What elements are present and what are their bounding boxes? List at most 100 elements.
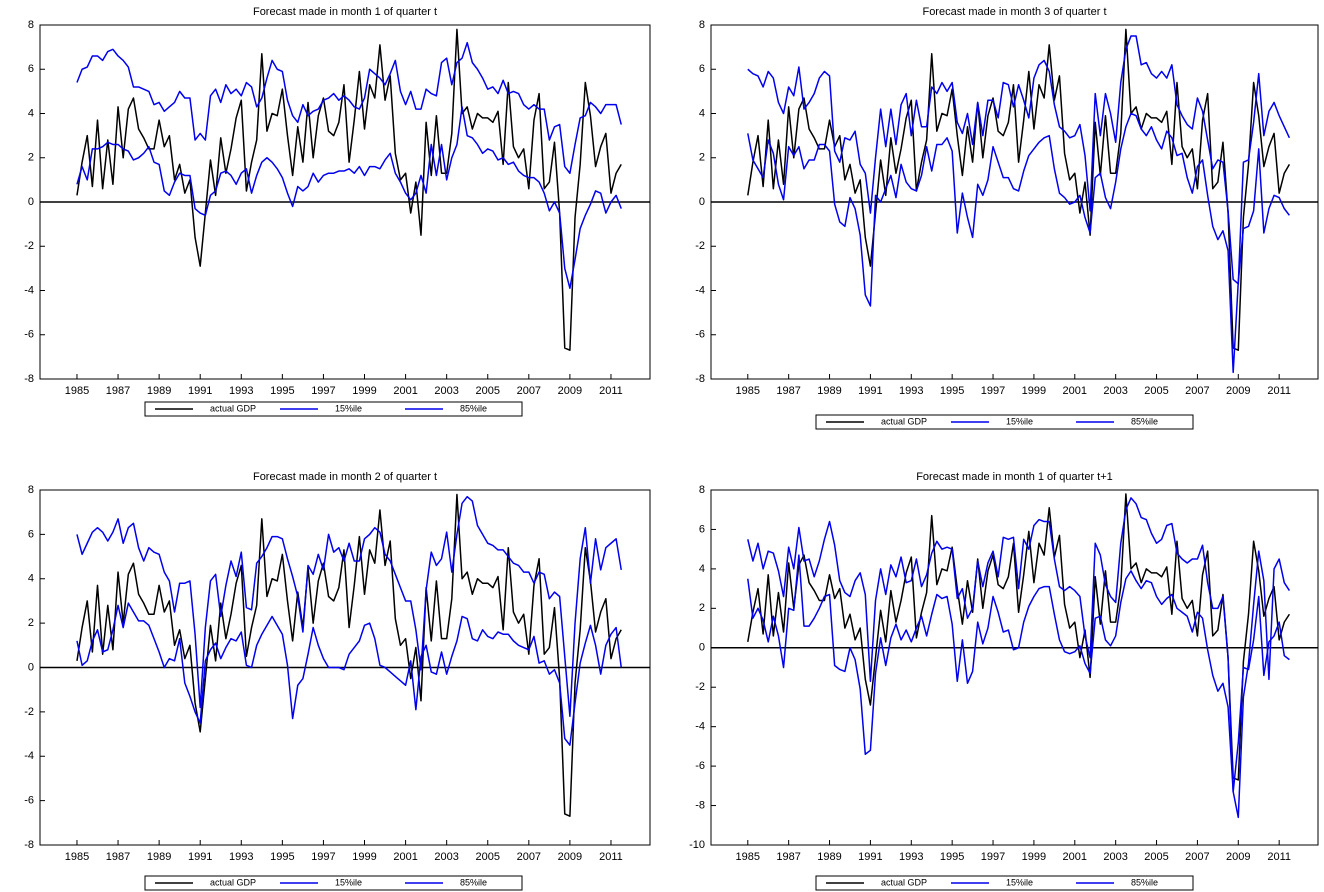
series-line xyxy=(747,493,1291,781)
x-tick-label: 2003 xyxy=(434,851,458,863)
plot-frame xyxy=(710,489,1319,846)
chart-panel: Forecast made in month 1 of quarter t -8 -… xyxy=(24,6,651,417)
x-tick-label: 1997 xyxy=(981,851,1005,863)
y-tick-label: -2 xyxy=(24,240,34,252)
y-tick-label: -6 xyxy=(695,760,705,772)
x-tick-label: 2011 xyxy=(599,851,623,863)
y-tick-label: 2 xyxy=(699,602,705,614)
legend-label: 15%ile xyxy=(1006,877,1033,887)
x-tick-label: 2011 xyxy=(599,385,623,397)
y-tick-label: 4 xyxy=(699,563,705,575)
x-tick-label: 1993 xyxy=(229,385,253,397)
series-line xyxy=(747,497,1291,819)
chart-panel: Forecast made in month 2 of quarter t -8 -… xyxy=(24,471,651,891)
x-tick-label: 2005 xyxy=(476,385,500,397)
y-tick-label: -8 xyxy=(24,373,34,385)
legend-label: 85%ile xyxy=(460,403,487,413)
x-tick-label: 2005 xyxy=(1144,385,1168,397)
x-tick-label: 1997 xyxy=(311,851,335,863)
y-tick-label: -4 xyxy=(24,750,34,762)
x-tick-label: 2009 xyxy=(558,385,582,397)
y-tick-label: -2 xyxy=(695,681,705,693)
y-tick-label: 8 xyxy=(699,484,705,496)
x-tick-label: 1989 xyxy=(817,851,841,863)
y-tick-label: -8 xyxy=(24,839,34,851)
legend-label: 85%ile xyxy=(1131,877,1158,887)
y-tick-label: 4 xyxy=(699,107,705,119)
x-tick-label: 1995 xyxy=(270,851,294,863)
y-tick-label: 6 xyxy=(699,63,705,75)
y-tick-label: -6 xyxy=(24,329,34,341)
x-tick-label: 2011 xyxy=(1267,851,1291,863)
x-tick-label: 1997 xyxy=(981,385,1005,397)
chart-title: Forecast made in month 2 of quarter t xyxy=(253,471,437,483)
x-tick-label: 2007 xyxy=(517,385,541,397)
x-tick-label: 2003 xyxy=(1103,851,1127,863)
x-tick-label: 2003 xyxy=(434,385,458,397)
legend-label: actual GDP xyxy=(881,877,927,887)
x-tick-label: 1985 xyxy=(65,851,89,863)
x-tick-label: 1999 xyxy=(352,385,376,397)
series-line xyxy=(747,112,1290,374)
x-tick-label: 1987 xyxy=(106,851,130,863)
y-tick-label: 2 xyxy=(28,152,34,164)
y-tick-label: 6 xyxy=(699,523,705,535)
x-tick-label: 2007 xyxy=(1185,385,1209,397)
x-tick-label: 1995 xyxy=(940,385,964,397)
x-tick-label: 1991 xyxy=(858,851,882,863)
x-tick-label: 1985 xyxy=(65,385,89,397)
y-tick-label: -10 xyxy=(689,839,705,851)
y-tick-label: -4 xyxy=(695,721,705,733)
x-tick-label: 1999 xyxy=(1022,851,1046,863)
x-tick-label: 1989 xyxy=(817,385,841,397)
x-tick-label: 1999 xyxy=(1022,385,1046,397)
legend-label: actual GDP xyxy=(881,416,927,426)
legend-label: 15%ile xyxy=(335,877,362,887)
legend-box xyxy=(144,875,523,891)
x-tick-label: 1985 xyxy=(736,851,760,863)
x-tick-label: 2001 xyxy=(1063,851,1087,863)
legend-label: 85%ile xyxy=(1131,416,1158,426)
x-tick-label: 1995 xyxy=(270,385,294,397)
legend-box xyxy=(815,875,1194,891)
y-tick-label: 0 xyxy=(28,196,34,208)
series-line xyxy=(76,495,622,718)
x-tick-label: 2007 xyxy=(1185,851,1209,863)
x-tick-label: 1993 xyxy=(229,851,253,863)
y-tick-label: -6 xyxy=(695,329,705,341)
chart-panel: Forecast made in month 1 of quarter t+1 -… xyxy=(689,471,1319,891)
x-tick-label: 1993 xyxy=(899,851,923,863)
chart-title: Forecast made in month 1 of quarter t+1 xyxy=(916,471,1113,483)
x-tick-label: 1993 xyxy=(899,385,923,397)
y-tick-label: -8 xyxy=(695,799,705,811)
x-tick-label: 2005 xyxy=(1144,851,1168,863)
x-tick-label: 2003 xyxy=(1103,385,1127,397)
legend-label: actual GDP xyxy=(210,877,256,887)
y-tick-label: 2 xyxy=(28,617,34,629)
x-tick-label: 2009 xyxy=(1226,851,1250,863)
y-tick-label: 2 xyxy=(699,152,705,164)
y-tick-label: 6 xyxy=(28,63,34,75)
y-tick-label: -4 xyxy=(24,284,34,296)
x-tick-label: 2009 xyxy=(1226,385,1250,397)
y-tick-label: -6 xyxy=(24,795,34,807)
chart-panel: Forecast made in month 3 of quarter t -8 -… xyxy=(695,6,1319,430)
x-tick-label: 1995 xyxy=(940,851,964,863)
series-line xyxy=(747,554,1290,793)
x-tick-label: 2001 xyxy=(393,385,417,397)
y-tick-label: 4 xyxy=(28,573,34,585)
legend-label: 15%ile xyxy=(335,403,362,413)
x-tick-label: 1989 xyxy=(147,385,171,397)
x-tick-label: 1989 xyxy=(147,851,171,863)
legend-label: 15%ile xyxy=(1006,416,1033,426)
x-tick-label: 1991 xyxy=(188,385,212,397)
y-tick-label: 6 xyxy=(28,528,34,540)
x-tick-label: 1987 xyxy=(106,385,130,397)
x-tick-label: 2009 xyxy=(558,851,582,863)
x-tick-label: 2001 xyxy=(393,851,417,863)
series-line xyxy=(747,28,1291,351)
y-tick-label: -8 xyxy=(695,373,705,385)
series-line xyxy=(747,35,1291,285)
series-line xyxy=(76,28,622,351)
